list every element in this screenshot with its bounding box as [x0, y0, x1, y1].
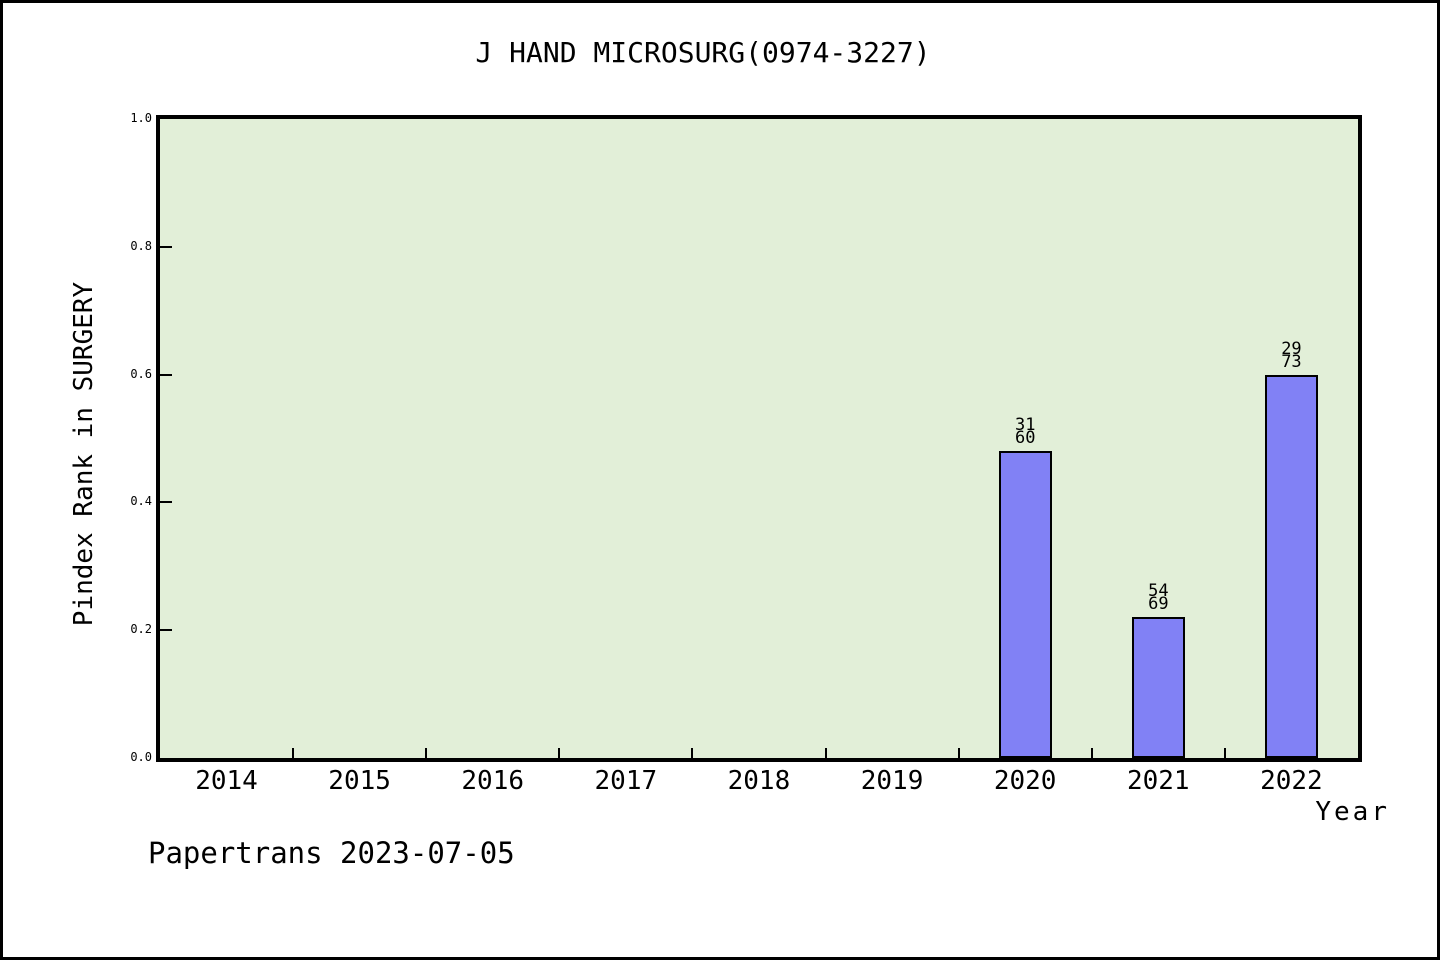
x-axis-label: Year: [1315, 797, 1390, 827]
x-tick-mark: [824, 748, 827, 758]
x-tick-mark: [1223, 748, 1226, 758]
x-tick-mark: [558, 748, 561, 758]
y-tick-mark: [160, 373, 172, 376]
x-tick-label: 2017: [594, 766, 658, 796]
y-tick-mark: [160, 629, 172, 632]
bar-value-label: 54 69: [1148, 581, 1169, 614]
bar-2022: [1264, 375, 1318, 758]
x-tick-mark: [1090, 748, 1093, 758]
y-tick-label: 0.4: [130, 494, 152, 509]
y-tick-mark: [160, 501, 172, 504]
chart-title: J HAND MICROSURG(0974-3227): [475, 36, 931, 69]
bar-value-label: 29 73: [1281, 339, 1302, 372]
y-tick-label: 0.0: [130, 750, 152, 764]
x-tick-label: 2022: [1260, 766, 1323, 796]
x-tick-label: 2016: [461, 766, 525, 796]
y-axis-label: Pindex Rank in SURGERY: [69, 281, 99, 627]
bar-2021: [1131, 617, 1185, 758]
x-tick-mark: [957, 748, 960, 758]
x-tick-label: 2019: [860, 766, 924, 796]
x-tick-label: 2015: [328, 766, 391, 796]
x-tick-mark: [292, 748, 295, 758]
x-tick-mark: [425, 748, 428, 758]
x-tick-mark: [691, 748, 694, 758]
plot-inner: 2014 2015 2016 2017 2018 2019 2020 2021 2022 0.0 0…: [130, 111, 1358, 796]
bar-value-label: 31 60: [1014, 415, 1036, 448]
footer-watermark: Papertrans 2023-07-05: [148, 836, 515, 870]
x-tick-label: 2018: [727, 766, 791, 796]
x-tick-label: 2020: [993, 766, 1057, 796]
y-tick-label: 0.6: [130, 366, 152, 381]
plot-area: 2014 2015 2016 2017 2018 2019 2020 2021 2022 0.0 0…: [130, 111, 1362, 796]
y-tick-label: 1.0: [130, 111, 152, 125]
y-tick-mark: [160, 245, 172, 248]
y-tick-label: 0.2: [130, 622, 152, 637]
x-tick-label: 2014: [195, 766, 258, 796]
bar-2020: [998, 451, 1052, 758]
x-tick-label: 2021: [1126, 766, 1190, 796]
y-tick-label: 0.8: [130, 238, 152, 253]
